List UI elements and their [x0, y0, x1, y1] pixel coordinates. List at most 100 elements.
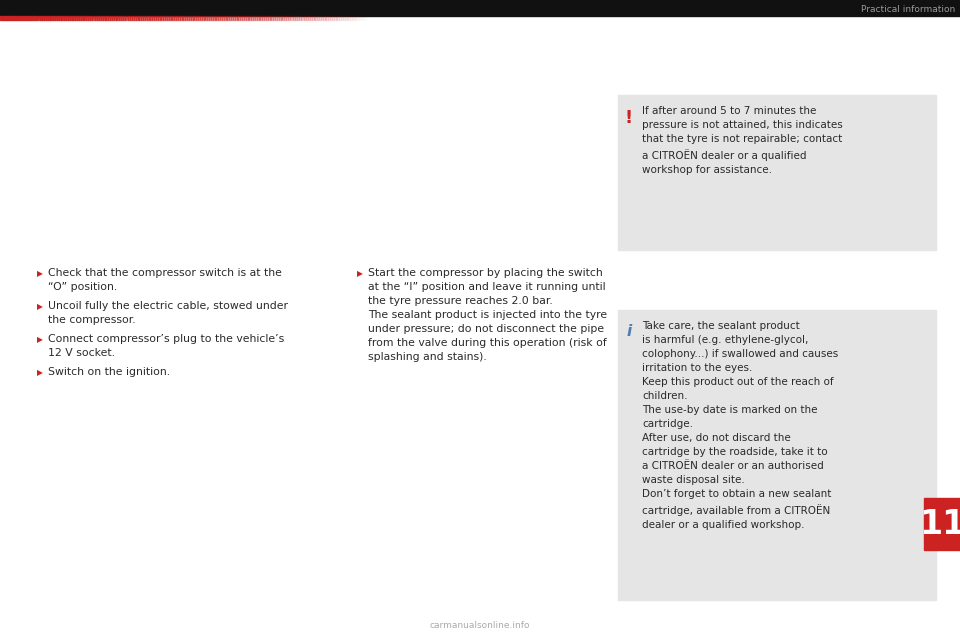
Bar	[2, 16, 4, 20]
Bar	[14, 16, 16, 20]
Bar	[506, 16, 508, 20]
Bar	[97, 16, 99, 20]
Bar	[214, 16, 216, 20]
Bar	[417, 16, 418, 20]
Bar	[924, 498, 960, 550]
Bar	[53, 16, 55, 20]
Bar	[38, 16, 40, 20]
Bar	[299, 16, 300, 20]
Bar	[442, 16, 444, 20]
Bar	[66, 16, 68, 20]
Bar	[425, 16, 427, 20]
Bar	[321, 16, 323, 20]
Bar	[28, 16, 30, 20]
Bar	[129, 16, 131, 20]
Text: ▶: ▶	[37, 269, 43, 278]
Bar	[355, 50, 585, 250]
Bar	[178, 16, 180, 20]
Bar	[473, 16, 475, 20]
Bar	[440, 16, 442, 20]
Bar	[315, 16, 317, 20]
Bar	[526, 16, 528, 20]
Bar	[180, 16, 181, 20]
Bar	[462, 16, 464, 20]
Bar	[357, 16, 359, 20]
Bar	[302, 16, 304, 20]
Bar	[453, 16, 455, 20]
Bar	[486, 16, 488, 20]
Bar	[540, 16, 542, 20]
Bar	[427, 16, 429, 20]
Bar	[292, 16, 294, 20]
Bar	[157, 16, 159, 20]
Bar	[445, 16, 447, 20]
Bar	[91, 16, 93, 20]
Bar	[347, 16, 348, 20]
Bar	[125, 16, 127, 20]
Bar	[517, 16, 518, 20]
Bar	[278, 16, 280, 20]
Text: If after around 5 to 7 minutes the
pressure is not attained, this indicates
that: If after around 5 to 7 minutes the press…	[642, 106, 843, 175]
Bar	[477, 16, 478, 20]
Bar	[618, 95, 936, 250]
Bar	[70, 16, 71, 20]
Bar	[193, 16, 194, 20]
Bar	[231, 16, 233, 20]
Bar	[399, 16, 401, 20]
Bar	[16, 16, 18, 20]
Bar	[395, 16, 396, 20]
Bar	[198, 16, 200, 20]
Bar	[323, 16, 324, 20]
Bar	[276, 16, 278, 20]
Bar	[363, 16, 365, 20]
Bar	[354, 16, 355, 20]
Text: !: !	[625, 109, 633, 127]
Bar	[44, 16, 46, 20]
Bar	[81, 16, 83, 20]
Bar	[246, 16, 248, 20]
Bar	[421, 16, 423, 20]
Bar	[258, 16, 260, 20]
Bar	[101, 16, 103, 20]
Bar	[238, 16, 240, 20]
Bar	[403, 16, 405, 20]
Bar	[248, 16, 250, 20]
Bar	[484, 16, 486, 20]
Bar	[189, 16, 191, 20]
Bar	[266, 16, 268, 20]
Bar	[449, 16, 451, 20]
Bar	[435, 16, 437, 20]
Bar	[165, 16, 167, 20]
Bar	[504, 16, 506, 20]
Bar	[288, 16, 290, 20]
Text: ▶: ▶	[37, 302, 43, 311]
Bar	[31, 16, 33, 20]
Bar	[544, 16, 546, 20]
Bar	[228, 16, 229, 20]
Bar	[337, 16, 339, 20]
Bar	[222, 16, 224, 20]
Bar	[262, 16, 264, 20]
Bar	[233, 16, 234, 20]
Text: ▶: ▶	[357, 269, 363, 278]
Bar	[339, 16, 341, 20]
Bar	[163, 16, 165, 20]
Bar	[466, 16, 468, 20]
Bar	[33, 16, 35, 20]
Bar	[42, 16, 44, 20]
Bar	[127, 16, 129, 20]
Bar	[455, 16, 457, 20]
Bar	[480, 16, 482, 20]
Bar	[548, 16, 550, 20]
Text: Take care, the sealant product
is harmful (e.g. ethylene-glycol,
colophony...) i: Take care, the sealant product is harmfu…	[642, 321, 838, 530]
Bar	[375, 16, 377, 20]
Bar	[502, 16, 504, 20]
Bar	[242, 16, 244, 20]
Bar	[4, 16, 6, 20]
Bar	[153, 16, 154, 20]
Bar	[156, 16, 157, 20]
Bar	[88, 16, 90, 20]
Bar	[254, 16, 256, 20]
Text: Switch on the ignition.: Switch on the ignition.	[48, 367, 170, 377]
Text: Start the compressor by placing the switch
at the “I” position and leave it runn: Start the compressor by placing the swit…	[368, 268, 607, 362]
